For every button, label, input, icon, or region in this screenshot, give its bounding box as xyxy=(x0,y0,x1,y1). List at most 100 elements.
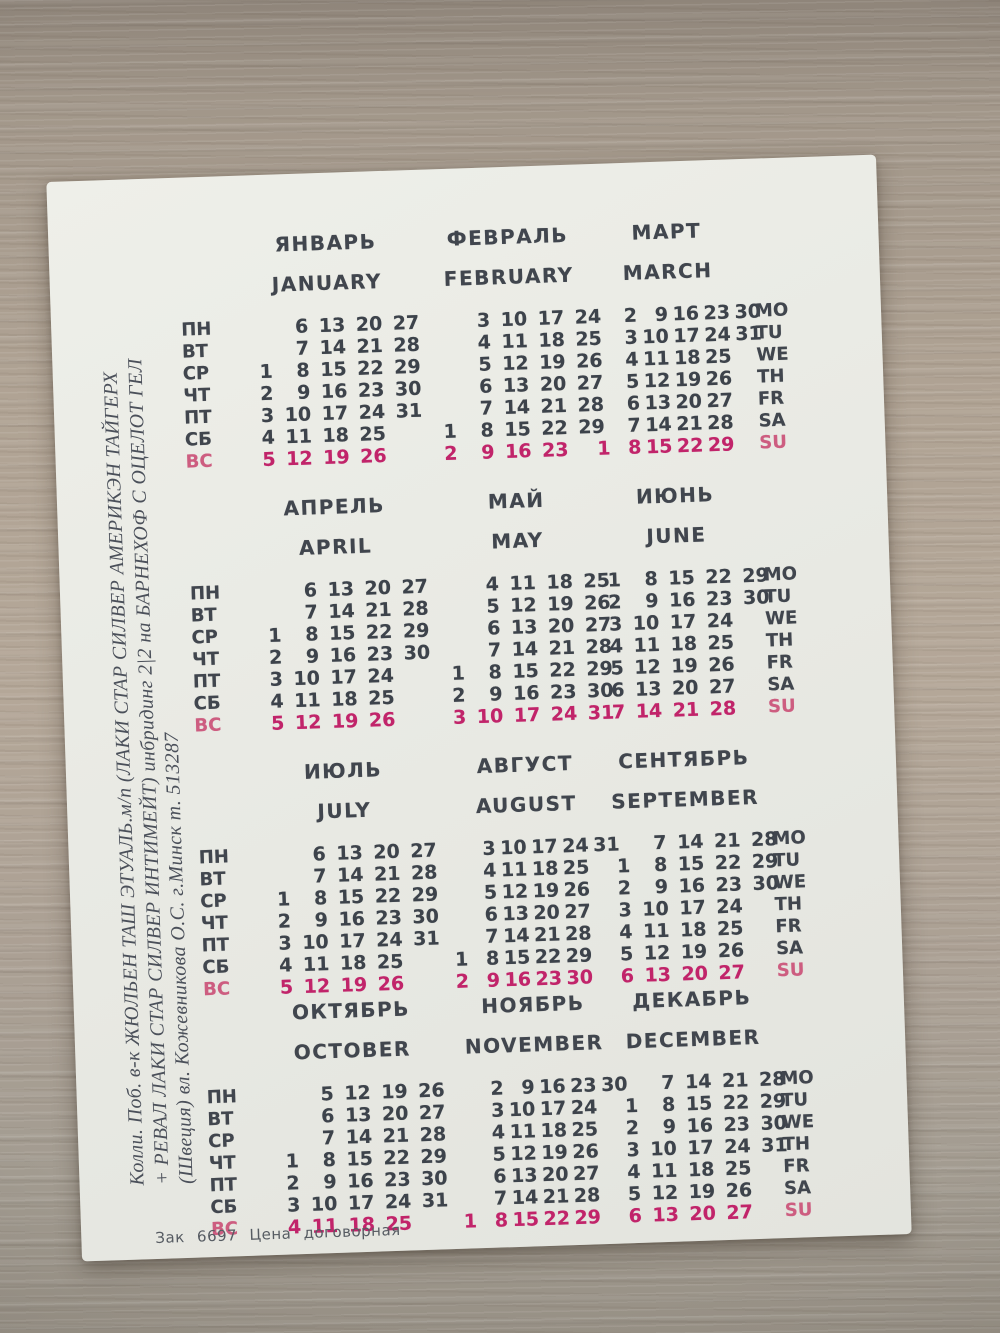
date-cell xyxy=(576,350,608,373)
date-cell: 25 xyxy=(716,917,744,941)
date-cell: 15 xyxy=(512,660,540,683)
date-cell: 23 xyxy=(703,301,731,325)
date-cell: 5 xyxy=(627,1182,642,1206)
date-cell xyxy=(386,444,424,467)
date-cell: 4 xyxy=(626,1160,641,1184)
date-cell: 31 xyxy=(395,399,423,423)
date-cell: 5 xyxy=(619,943,634,966)
date-cell: 10 xyxy=(293,667,321,691)
date-cell: 27 xyxy=(718,961,746,985)
date-cell: 3 xyxy=(626,1138,641,1162)
date-cell xyxy=(433,839,465,862)
day-label-ru-we: СР xyxy=(182,362,210,385)
date-cell: 3 xyxy=(482,837,497,860)
date-cell: 1 xyxy=(443,420,458,444)
date-cell: 25 xyxy=(367,686,395,710)
date-cell: 9 xyxy=(296,381,311,404)
date-cell xyxy=(417,333,455,356)
date-cell: 15 xyxy=(677,852,705,876)
date-cell: 11 xyxy=(501,330,529,354)
date-cell: 2 xyxy=(277,910,292,933)
date-cell: 9 xyxy=(521,1076,535,1099)
date-cell: 24 xyxy=(715,895,744,919)
date-cell: 13 xyxy=(510,616,538,639)
day-label-en-sa: SA xyxy=(758,409,786,432)
date-cell: 20 xyxy=(533,901,561,925)
day-label-en-sa: SA xyxy=(783,1177,812,1200)
date-cell xyxy=(441,1078,473,1101)
month-name-ru: ИЮЛЬ xyxy=(303,757,383,784)
calendar-card: Колли. Поб. в-к ЖЮЛЬЕН ТАШ ЭТУАЛЬ.м/п (Л… xyxy=(46,154,912,1262)
date-cell: 22 xyxy=(714,851,742,875)
date-cell: 14 xyxy=(336,863,364,887)
date-cell: 6 xyxy=(610,679,625,702)
date-cell: 12 xyxy=(303,975,331,998)
date-cell: 5 xyxy=(486,595,501,618)
date-cell: 21 xyxy=(548,636,576,660)
date-cell xyxy=(418,377,456,400)
date-cell: 3 xyxy=(608,613,623,636)
date-cell: 8 xyxy=(653,853,668,877)
date-cell: 24 xyxy=(706,609,734,633)
date-cell xyxy=(417,355,455,378)
date-cell: 13 xyxy=(644,391,672,415)
date-cell xyxy=(444,1166,476,1189)
date-cell: 19 xyxy=(322,446,350,470)
date-cell xyxy=(592,833,630,856)
date-cell xyxy=(426,618,464,641)
date-cell: 3 xyxy=(476,309,491,332)
date-cell: 21 xyxy=(533,923,561,947)
date-cell: 2 xyxy=(490,1077,504,1100)
print-info-footer: Зак 6697 Цена договорная xyxy=(155,1220,401,1248)
day-label-en-mo: MO xyxy=(763,563,798,586)
day-label-en-fr: FR xyxy=(757,387,785,410)
date-cell: 15 xyxy=(667,566,696,590)
date-cell: 20 xyxy=(547,614,575,638)
date-cell: 22 xyxy=(374,884,402,908)
date-cell: 4 xyxy=(482,859,497,882)
date-cell: 7 xyxy=(487,639,502,662)
date-cell: 2 xyxy=(607,591,622,614)
day-label-ru-tu: ВТ xyxy=(190,604,218,627)
date-cell: 2 xyxy=(443,442,458,466)
date-cell: 7 xyxy=(652,831,667,855)
month-name-en: JUNE xyxy=(645,522,707,549)
date-cell: 1 xyxy=(607,569,622,592)
date-cell xyxy=(404,971,442,994)
date-cell: 15 xyxy=(512,1208,540,1232)
date-cell: 21 xyxy=(540,394,568,418)
day-label-ru-su: ВС xyxy=(185,450,213,473)
date-cell xyxy=(427,640,465,663)
date-cell: 17 xyxy=(539,1097,567,1121)
date-cell xyxy=(436,927,468,950)
date-cell: 1 xyxy=(596,437,611,460)
date-cell: 21 xyxy=(373,862,401,886)
month-block-july: ИЮЛЬ JULY 6 13 20 27 7 14 21 28 1 8 15 22 29 2 9 16 23 30 3 1… xyxy=(249,755,440,998)
date-cell: 8 xyxy=(644,568,659,591)
date-cell: 9 xyxy=(488,683,503,706)
date-cell: 6 xyxy=(312,843,327,866)
date-cell: 17 xyxy=(678,896,707,920)
day-label-en-mo: MO xyxy=(780,1067,815,1090)
date-cell: 13 xyxy=(344,1103,372,1127)
day-label-en-th: TH xyxy=(782,1133,811,1156)
day-label-ru-sa: СБ xyxy=(210,1196,238,1219)
date-cell: 19 xyxy=(532,879,560,903)
date-cell: 19 xyxy=(380,1080,409,1104)
date-cell xyxy=(395,708,433,731)
date-cell: 9 xyxy=(314,909,329,932)
date-cell: 28 xyxy=(401,597,430,621)
day-label-ru-fr: ПТ xyxy=(201,934,230,957)
day-label-ru-we: СР xyxy=(199,890,228,913)
day-label-en-we: WE xyxy=(764,607,798,630)
date-cell: 27 xyxy=(401,575,429,599)
date-cell: 13 xyxy=(502,374,530,398)
date-cell: 4 xyxy=(270,690,285,713)
date-cell: 29 xyxy=(707,433,735,457)
date-cell: 17 xyxy=(330,666,358,689)
week-row: 2 9 16 23 xyxy=(420,438,606,466)
date-cell: 5 xyxy=(270,712,285,735)
date-cell: 24 xyxy=(358,400,386,424)
date-cell: 9 xyxy=(305,645,320,668)
date-cell: 14 xyxy=(644,413,673,437)
